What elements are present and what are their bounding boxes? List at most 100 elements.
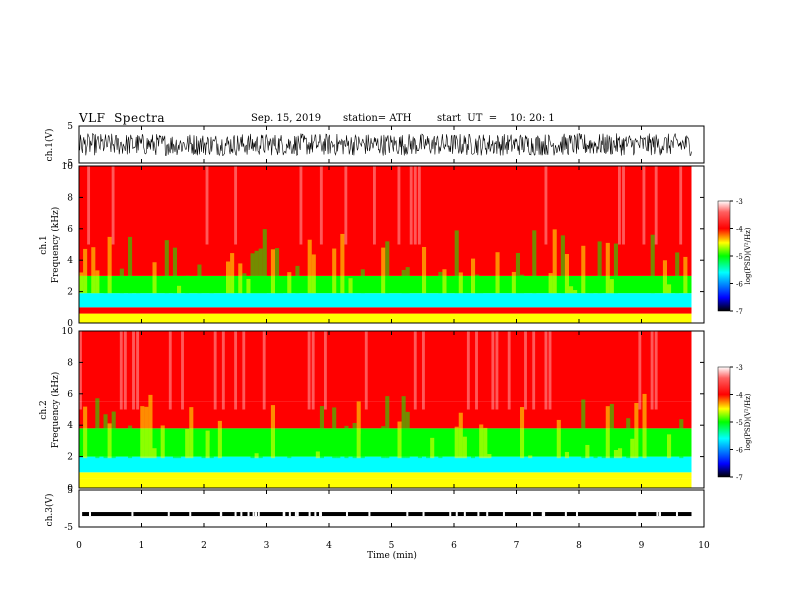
spectrogram-streak (217, 420, 222, 459)
spectrogram-streak (95, 398, 100, 459)
start-time-label: start UT = 10: 20: 1 (437, 113, 555, 124)
ch3-waveform-frame (78, 489, 705, 528)
spectrogram-streak (189, 407, 194, 459)
spectrogram-streak (242, 273, 247, 294)
ch2-colorbar (717, 366, 731, 478)
spectrogram-streak (79, 272, 84, 294)
y-tick-label: -5 (64, 523, 73, 533)
spectrogram-streak (573, 290, 578, 294)
spectrogram-highlight (413, 331, 417, 410)
spectrogram-highlight (87, 166, 91, 245)
spectrogram-band (79, 472, 692, 479)
spectrogram-streak (560, 235, 565, 294)
ch3-waveform-gap (319, 512, 322, 517)
y-tick-label: 5 (67, 486, 73, 496)
spectrogram-streak (250, 450, 255, 459)
x-tick-label: 1 (139, 541, 145, 551)
colorbar-tick-label: -5 (736, 253, 743, 261)
spectrogram-streak (585, 444, 590, 459)
spectrogram-band (79, 331, 692, 402)
spectrogram-streak (95, 270, 100, 294)
spectrogram-streak (385, 241, 390, 294)
spectrogram-highlight (654, 166, 658, 245)
y-tick-label: 8 (67, 358, 73, 368)
station-label: station= ATH (343, 113, 412, 124)
spectrogram-highlight (111, 166, 115, 245)
spectrogram-streak (140, 406, 145, 459)
spectrogram-streak (630, 438, 635, 459)
ch3-waveform-gap (368, 512, 371, 517)
spectrogram-streak (442, 269, 447, 294)
spectrogram-streak (332, 248, 337, 294)
spectrogram-streak (246, 278, 251, 294)
spectrogram-streak (556, 419, 561, 459)
spectrogram-streak (295, 265, 300, 294)
spectrogram-highlight (544, 166, 548, 245)
ch3-waveform-gap (486, 512, 489, 517)
x-tick-label: 7 (514, 541, 520, 551)
spectrogram-highlight (205, 166, 209, 245)
colorbar-tick-label: -4 (736, 392, 743, 400)
spectrogram-streak (254, 250, 259, 294)
ch3-waveform-gap (636, 512, 639, 517)
spectrogram-streak (642, 393, 647, 459)
spectrogram-streak (352, 422, 357, 459)
spectrogram-streak (111, 411, 116, 459)
ch1-spec-ylabel-line1: ch.1 (39, 235, 49, 254)
spectrogram-streak (270, 249, 275, 294)
spectrogram-streak (462, 436, 467, 459)
spectrogram-streak (279, 286, 284, 294)
ch1-spectrogram (79, 166, 692, 323)
spectrogram-streak (336, 437, 341, 459)
spectrogram-streak (107, 236, 112, 294)
ch3-waveform-gap (219, 512, 222, 517)
ch1-colorbar (717, 200, 731, 312)
spectrogram-highlight (242, 331, 246, 410)
spectrogram-streak (164, 240, 169, 294)
ch3-waveform-gap (167, 512, 170, 517)
spectrogram-highlight (548, 331, 552, 410)
spectrogram-streak (83, 248, 88, 294)
spectrogram-streak (618, 448, 623, 459)
spectrogram-band (79, 456, 692, 473)
spectrogram-highlight (524, 331, 527, 410)
ch3-waveform-gap (254, 512, 257, 517)
ch3-waveform-gap (288, 512, 291, 517)
spectrogram-streak (626, 418, 631, 459)
spectrogram-highlight (491, 331, 495, 410)
spectrogram-streak (430, 437, 435, 459)
spectrogram-highlight (221, 331, 225, 410)
spectrogram-streak (405, 267, 410, 294)
spectrogram-streak (356, 401, 361, 459)
spectrogram-highlight (638, 331, 642, 410)
spectrogram-streak (417, 439, 422, 459)
spectrogram-streak (226, 261, 231, 294)
spectrogram-streak (201, 453, 206, 459)
spectrogram-streak (679, 419, 684, 459)
spectrogram-highlight (544, 331, 548, 410)
y-tick-label: 4 (67, 256, 73, 266)
spectrogram-streak (172, 449, 177, 459)
ch2-spec-ylabel-line1: ch.2 (39, 400, 49, 419)
spectrogram-band (79, 293, 692, 308)
spectrogram-highlight (654, 331, 658, 410)
colorbar-tick-label: -3 (736, 364, 743, 372)
ch3-waveform (82, 512, 692, 517)
spectrogram-streak (487, 454, 492, 459)
spectrogram-streak (426, 446, 431, 459)
spectrogram-streak (613, 450, 618, 459)
spectrogram-streak (270, 405, 275, 459)
spectrogram-streak (311, 254, 316, 294)
y-tick-label: 4 (67, 421, 73, 431)
spectrogram-streak (438, 271, 443, 294)
y-tick-label: 10 (62, 327, 74, 337)
spectrogram-highlight (181, 331, 184, 410)
spectrogram-highlight (319, 166, 323, 245)
x-tick-label: 0 (76, 541, 82, 551)
spectrogram-streak (250, 253, 255, 294)
spectrogram-streak (144, 406, 149, 459)
spectrogram-streak (177, 431, 182, 459)
spectrogram-highlight (364, 331, 368, 410)
spectrogram-streak (401, 396, 406, 459)
